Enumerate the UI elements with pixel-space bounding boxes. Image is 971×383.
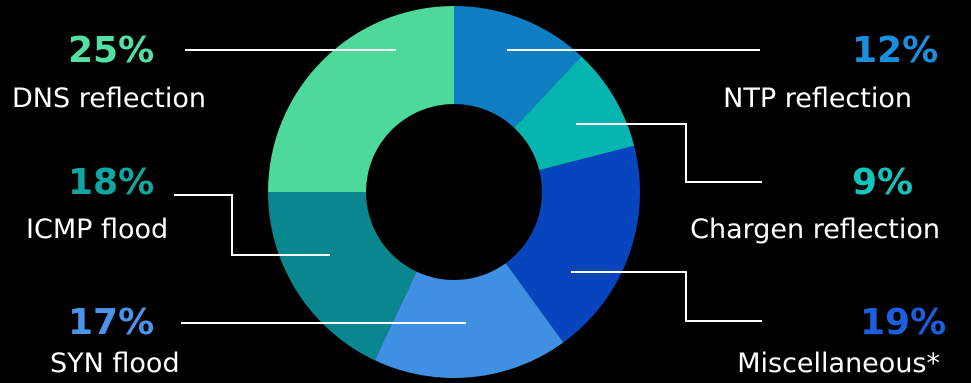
slice-icmp-flood <box>268 192 417 361</box>
percent-label-miscellaneous: 19% <box>860 302 946 343</box>
slice-ntp-reflection <box>454 6 582 128</box>
percent-label-chargen-reflection: 9% <box>852 162 913 203</box>
category-label-chargen-reflection: Chargen reflection <box>690 214 940 245</box>
category-label-syn-flood: SYN flood <box>50 348 180 379</box>
donut-slices <box>268 6 641 378</box>
percent-label-syn-flood: 17% <box>68 302 154 343</box>
slice-labels: 12% NTP reflection 9% Chargen reflection 19%… <box>12 30 946 379</box>
slice-chargen-reflection <box>514 56 635 171</box>
slice-dns-reflection <box>268 6 454 192</box>
leader-line-icmp-flood <box>174 194 330 256</box>
percent-label-dns-reflection: 25% <box>68 30 154 71</box>
percent-label-icmp-flood: 18% <box>68 162 154 203</box>
category-label-ntp-reflection: NTP reflection <box>723 83 912 114</box>
leader-line-miscellaneous <box>571 271 762 322</box>
leader-lines <box>174 49 762 324</box>
percent-label-ntp-reflection: 12% <box>852 30 938 71</box>
category-label-miscellaneous: Miscellaneous* <box>737 348 940 379</box>
category-label-icmp-flood: ICMP flood <box>26 214 168 245</box>
slice-miscellaneous <box>505 145 641 343</box>
slice-syn-flood <box>374 263 564 378</box>
category-label-dns-reflection: DNS reflection <box>12 83 206 114</box>
leader-line-chargen-reflection <box>576 123 762 183</box>
